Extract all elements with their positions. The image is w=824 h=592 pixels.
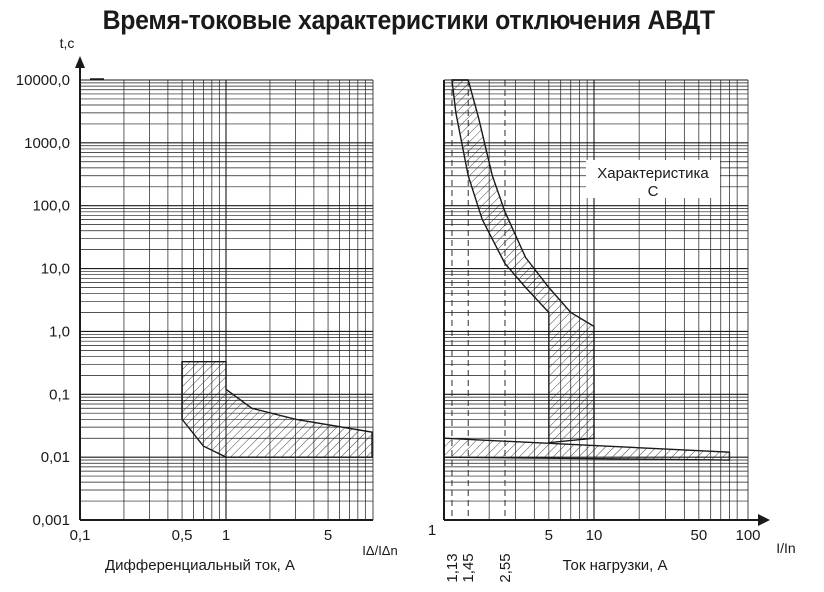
marker-tick-label: 2,55 (497, 553, 514, 582)
y-axis-arrow (75, 56, 85, 68)
left-x-tick-label: 5 (324, 527, 332, 544)
y-tick-label: 10,0 (41, 261, 70, 278)
thermal-band (451, 79, 595, 444)
y-tick-label: 0,01 (41, 449, 70, 466)
x-axis-arrow (758, 514, 770, 526)
marker-tick-label: 1,45 (460, 553, 477, 582)
right-x-tick-label: 50 (691, 527, 708, 544)
page-title: Время-токовые характеристики отключения … (102, 5, 716, 35)
right-x-axis-title: Ток нагрузки, А (563, 557, 668, 574)
y-tick-label: 1000,0 (24, 135, 70, 152)
rcd-band (181, 360, 373, 458)
y-tick-label: 1,0 (49, 323, 70, 340)
annotation-background (586, 160, 720, 198)
y-tick-label: 100,0 (32, 198, 70, 215)
right-x-tick-label: 100 (735, 527, 760, 544)
marker-tick-label: 1,13 (444, 553, 461, 582)
annotation-label: Характеристика (597, 165, 709, 182)
left-x-tick-label: 1 (222, 527, 230, 544)
y-tick-label: 0,001 (32, 512, 70, 529)
y-tick-label: 0,1 (49, 386, 70, 403)
magnetic-band (443, 437, 731, 461)
left-x-tick-label: 0,5 (172, 527, 193, 544)
right-x-unit-label: I/In (776, 540, 795, 556)
y-axis-label: t,c (60, 35, 75, 51)
annotation-sublabel: С (648, 183, 659, 200)
left-x-axis-title: Дифференциальный ток, А (105, 557, 295, 574)
left-x-unit-label: IΔ/IΔn (362, 543, 397, 558)
right-x-tick-label: 5 (545, 527, 553, 544)
right-x-tick-label: 10 (586, 527, 603, 544)
left-x-tick-label: 0,1 (70, 527, 91, 544)
y-tick-label: 10000,0 (16, 72, 70, 89)
right-x-tick-label: 1 (428, 522, 436, 539)
